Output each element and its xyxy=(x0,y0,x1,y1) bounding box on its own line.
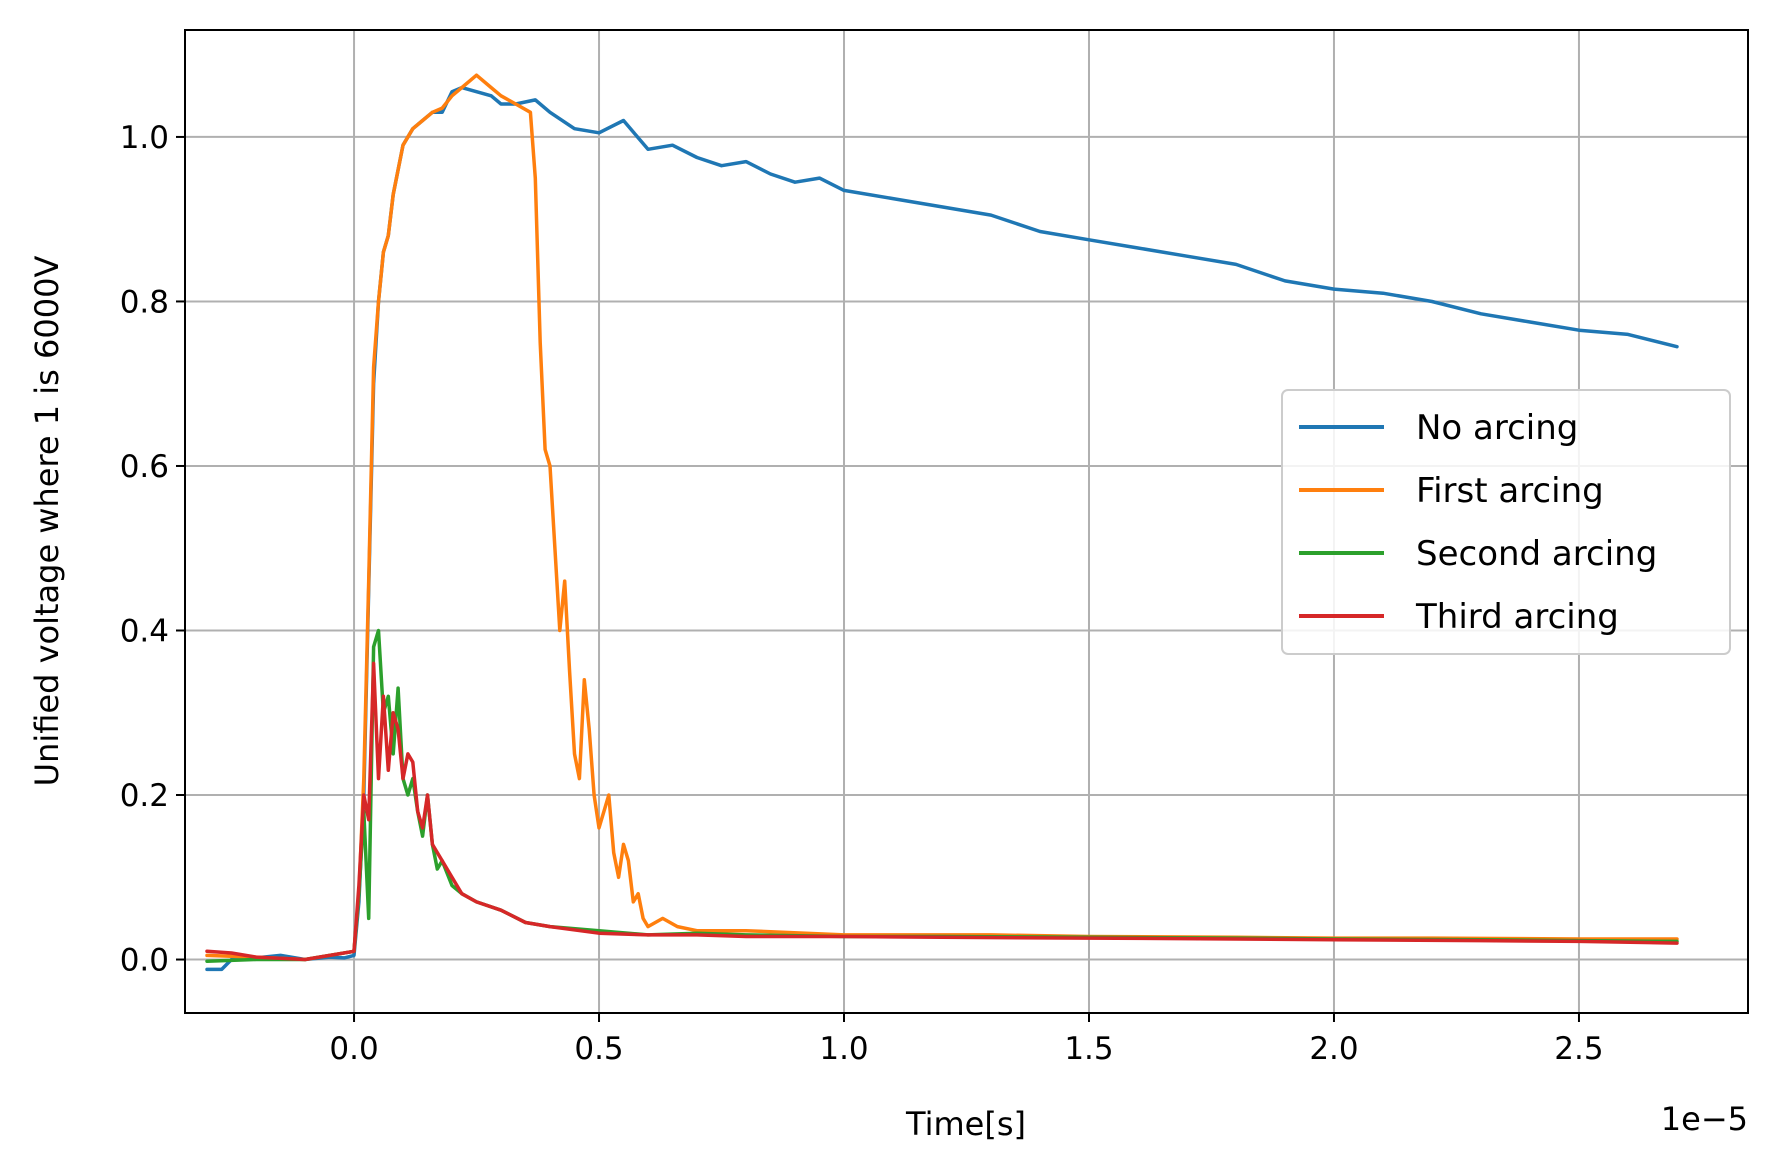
series-lines xyxy=(205,73,1679,972)
y-tick-label: 0.8 xyxy=(120,284,169,320)
y-tick-label: 0.2 xyxy=(120,778,169,814)
y-axis-label: Unified voltage where 1 is 6000V xyxy=(28,256,66,787)
legend-label: Second arcing xyxy=(1416,534,1657,574)
x-tick-label: 2.5 xyxy=(1554,1031,1603,1067)
legend-label: Third arcing xyxy=(1415,597,1619,637)
x-axis-ticks: 0.0 0.5 1.0 1.5 2.0 2.5 xyxy=(329,1013,1604,1067)
y-tick-label: 0.6 xyxy=(120,449,169,485)
plot-frame xyxy=(184,29,1749,1014)
x-tick-label: 1.0 xyxy=(819,1031,868,1067)
x-tick-label: 2.0 xyxy=(1309,1031,1358,1067)
y-tick-label: 0.4 xyxy=(120,613,169,649)
y-tick-label: 0.0 xyxy=(120,943,169,979)
y-tick-label: 1.0 xyxy=(120,120,169,156)
legend-box xyxy=(1281,389,1731,655)
x-axis-offset-text: 1e−5 xyxy=(1661,1100,1748,1138)
series-line-2 xyxy=(205,73,1679,962)
x-tick-label: 1.5 xyxy=(1064,1031,1113,1067)
legend-label: First arcing xyxy=(1416,471,1604,511)
x-tick-label: 0.5 xyxy=(574,1031,623,1067)
legend-label: No arcing xyxy=(1416,408,1578,448)
y-axis-ticks: 0.0 0.2 0.4 0.6 0.8 1.0 xyxy=(120,120,185,979)
x-axis-label: Time[s] xyxy=(905,1105,1026,1143)
series-line-4 xyxy=(205,661,1679,962)
x-tick-label: 0.0 xyxy=(329,1031,378,1067)
legend: No arcing First arcing Second arcing Third … xyxy=(1281,389,1731,655)
